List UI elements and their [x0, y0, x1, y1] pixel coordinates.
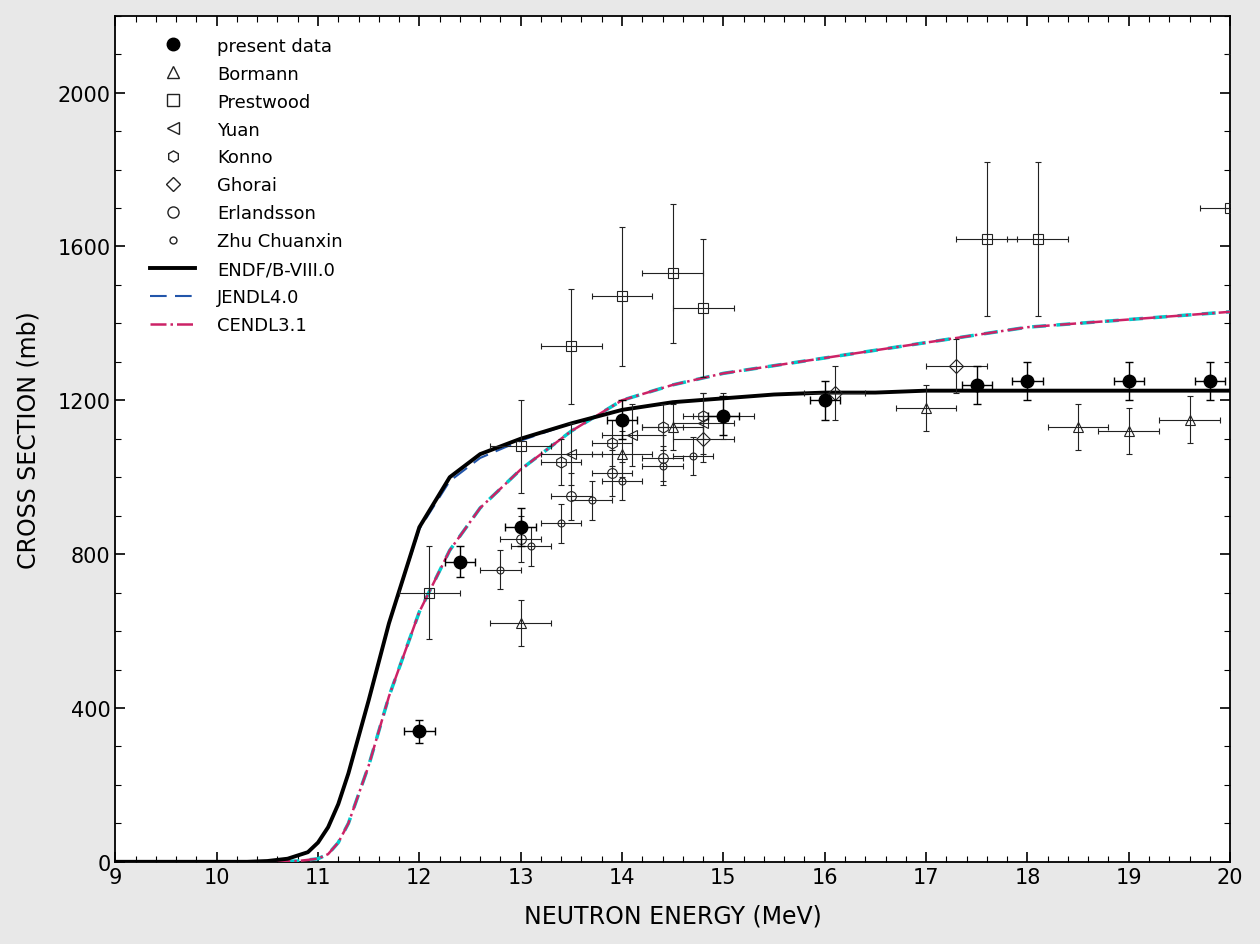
CENDL3.1: [1019, 322, 1034, 333]
JENDL4.0: [442, 476, 457, 487]
JENDL4.0: [1019, 385, 1034, 396]
Line: CENDL3.1: CENDL3.1: [116, 312, 1230, 862]
CENDL3.1: [818, 353, 833, 364]
Line: ENDF/B-VIII.0: ENDF/B-VIII.0: [116, 391, 1230, 862]
ENDF/B-VIII.0: [341, 767, 357, 779]
JENDL4.0: [330, 799, 345, 810]
ENDF/B-VIII.0: [362, 695, 377, 706]
ENDF/B-VIII.0: [1071, 385, 1086, 396]
CENDL3.1: [341, 818, 357, 829]
ENDF/B-VIII.0: [1172, 385, 1187, 396]
ENDF/B-VIII.0: [563, 418, 578, 430]
ENDF/B-VIII.0: [615, 405, 630, 416]
JENDL4.0: [209, 856, 224, 868]
JENDL4.0: [382, 618, 397, 630]
CENDL3.1: [442, 545, 457, 556]
ENDF/B-VIII.0: [868, 387, 883, 398]
CENDL3.1: [615, 396, 630, 407]
ENDF/B-VIII.0: [300, 847, 315, 858]
ENDF/B-VIII.0: [766, 390, 781, 401]
CENDL3.1: [1071, 318, 1086, 329]
Y-axis label: CROSS SECTION (mb): CROSS SECTION (mb): [16, 311, 40, 568]
CENDL3.1: [260, 856, 275, 868]
ENDF/B-VIII.0: [513, 433, 528, 445]
JENDL4.0: [280, 853, 295, 865]
ENDF/B-VIII.0: [472, 449, 488, 461]
CENDL3.1: [310, 853, 325, 865]
CENDL3.1: [868, 346, 883, 357]
JENDL4.0: [919, 385, 934, 396]
CENDL3.1: [969, 329, 984, 341]
CENDL3.1: [1121, 314, 1137, 326]
ENDF/B-VIII.0: [1121, 385, 1137, 396]
CENDL3.1: [320, 849, 335, 860]
CENDL3.1: [159, 856, 174, 868]
ENDF/B-VIII.0: [665, 397, 680, 409]
Legend: present data, Bormann, Prestwood, Yuan, Konno, Ghorai, Erlandsson, Zhu Chuanxin,: present data, Bormann, Prestwood, Yuan, …: [144, 30, 350, 342]
ENDF/B-VIII.0: [442, 472, 457, 483]
ENDF/B-VIII.0: [310, 837, 325, 849]
CENDL3.1: [766, 361, 781, 372]
ENDF/B-VIII.0: [969, 385, 984, 396]
CENDL3.1: [382, 691, 397, 702]
JENDL4.0: [1071, 385, 1086, 396]
CENDL3.1: [513, 464, 528, 476]
ENDF/B-VIII.0: [382, 618, 397, 630]
JENDL4.0: [513, 435, 528, 447]
ENDF/B-VIII.0: [330, 799, 345, 810]
CENDL3.1: [919, 338, 934, 349]
JENDL4.0: [362, 695, 377, 706]
JENDL4.0: [1121, 385, 1137, 396]
JENDL4.0: [615, 405, 630, 416]
JENDL4.0: [1222, 385, 1237, 396]
JENDL4.0: [563, 418, 578, 430]
X-axis label: NEUTRON ENERGY (MeV): NEUTRON ENERGY (MeV): [524, 903, 822, 927]
ENDF/B-VIII.0: [260, 855, 275, 867]
JENDL4.0: [310, 837, 325, 849]
ENDF/B-VIII.0: [1222, 385, 1237, 396]
ENDF/B-VIII.0: [280, 853, 295, 865]
ENDF/B-VIII.0: [1019, 385, 1034, 396]
JENDL4.0: [665, 397, 680, 409]
ENDF/B-VIII.0: [239, 856, 255, 868]
JENDL4.0: [472, 453, 488, 464]
JENDL4.0: [412, 524, 427, 535]
ENDF/B-VIII.0: [919, 385, 934, 396]
JENDL4.0: [320, 821, 335, 833]
CENDL3.1: [716, 368, 731, 379]
CENDL3.1: [290, 855, 305, 867]
ENDF/B-VIII.0: [159, 856, 174, 868]
JENDL4.0: [159, 856, 174, 868]
JENDL4.0: [108, 856, 123, 868]
CENDL3.1: [362, 760, 377, 771]
CENDL3.1: [665, 379, 680, 391]
CENDL3.1: [1172, 311, 1187, 322]
CENDL3.1: [563, 426, 578, 437]
JENDL4.0: [969, 385, 984, 396]
CENDL3.1: [330, 837, 345, 849]
ENDF/B-VIII.0: [818, 387, 833, 398]
JENDL4.0: [1172, 385, 1187, 396]
JENDL4.0: [260, 855, 275, 867]
CENDL3.1: [472, 503, 488, 514]
CENDL3.1: [1222, 307, 1237, 318]
CENDL3.1: [412, 606, 427, 617]
JENDL4.0: [868, 387, 883, 398]
ENDF/B-VIII.0: [412, 522, 427, 533]
ENDF/B-VIII.0: [108, 856, 123, 868]
JENDL4.0: [239, 856, 255, 868]
CENDL3.1: [108, 856, 123, 868]
ENDF/B-VIII.0: [209, 856, 224, 868]
ENDF/B-VIII.0: [716, 394, 731, 405]
JENDL4.0: [766, 390, 781, 401]
JENDL4.0: [716, 394, 731, 405]
ENDF/B-VIII.0: [320, 821, 335, 833]
JENDL4.0: [300, 847, 315, 858]
JENDL4.0: [341, 767, 357, 779]
CENDL3.1: [209, 856, 224, 868]
JENDL4.0: [818, 387, 833, 398]
Line: JENDL4.0: JENDL4.0: [116, 391, 1230, 862]
